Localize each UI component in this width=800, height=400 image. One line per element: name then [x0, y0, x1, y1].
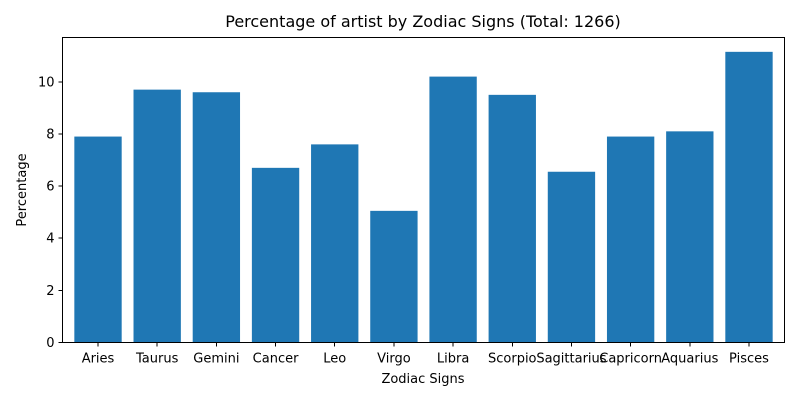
x-tick-label-virgo: Virgo	[377, 352, 411, 367]
bars-group	[74, 51, 773, 343]
bar-libra	[429, 76, 477, 343]
x-tick-label-leo: Leo	[323, 352, 346, 367]
bar-scorpio	[488, 94, 536, 343]
y-tick-label-0: 0	[46, 336, 54, 351]
bar-capricorn	[606, 136, 655, 343]
x-tick-label-cancer: Cancer	[253, 352, 299, 367]
y-tick-label-4: 4	[46, 232, 54, 247]
x-tick-label-scorpio: Scorpio	[488, 352, 537, 367]
x-axis-ticks: Aries Taurus Gemini Cancer Leo Virgo Libra Scor…	[82, 342, 769, 367]
y-axis-label: Percentage	[15, 153, 30, 226]
y-tick-label-6: 6	[46, 180, 54, 195]
x-tick-label-libra: Libra	[437, 352, 469, 367]
x-tick-label-aquarius: Aquarius	[661, 352, 718, 367]
y-tick-label-2: 2	[46, 284, 54, 299]
bar-leo	[311, 144, 359, 343]
plot-frame	[62, 37, 785, 343]
chart-title: Percentage of artist by Zodiac Signs (To…	[225, 12, 621, 31]
y-tick-label-8: 8	[46, 127, 54, 142]
x-tick-label-sagittarius: Sagittarius	[536, 352, 606, 367]
x-tick-label-pisces: Pisces	[729, 352, 769, 367]
y-tick-label-10: 10	[38, 75, 55, 90]
bar-aquarius	[666, 131, 714, 343]
bar-taurus	[133, 89, 181, 343]
bar-gemini	[192, 92, 241, 343]
x-tick-label-aries: Aries	[82, 352, 115, 367]
x-tick-label-capricorn: Capricorn	[599, 352, 662, 367]
bar-aries	[74, 136, 122, 343]
x-axis-label: Zodiac Signs	[381, 372, 464, 387]
bar-pisces	[725, 51, 773, 343]
x-tick-label-gemini: Gemini	[193, 352, 239, 367]
bar-virgo	[370, 210, 418, 343]
bar-cancer	[251, 167, 300, 343]
y-axis-ticks: 0 2 4 6 8 10	[38, 75, 63, 351]
bar-sagittarius	[547, 171, 596, 343]
x-tick-label-taurus: Taurus	[135, 352, 179, 367]
